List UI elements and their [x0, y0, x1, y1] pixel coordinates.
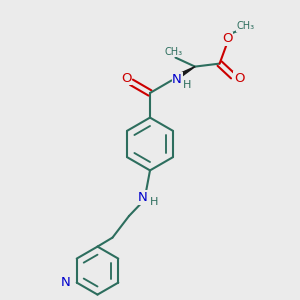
- Text: O: O: [222, 32, 233, 46]
- Text: N: N: [138, 191, 147, 204]
- Text: N: N: [172, 73, 182, 86]
- Text: O: O: [121, 72, 131, 85]
- Text: O: O: [234, 72, 244, 85]
- Text: CH₃: CH₃: [236, 21, 254, 32]
- Text: H: H: [182, 80, 191, 90]
- Polygon shape: [178, 67, 195, 78]
- Text: CH₃: CH₃: [165, 46, 183, 57]
- Text: H: H: [150, 196, 158, 207]
- Text: N: N: [60, 276, 70, 289]
